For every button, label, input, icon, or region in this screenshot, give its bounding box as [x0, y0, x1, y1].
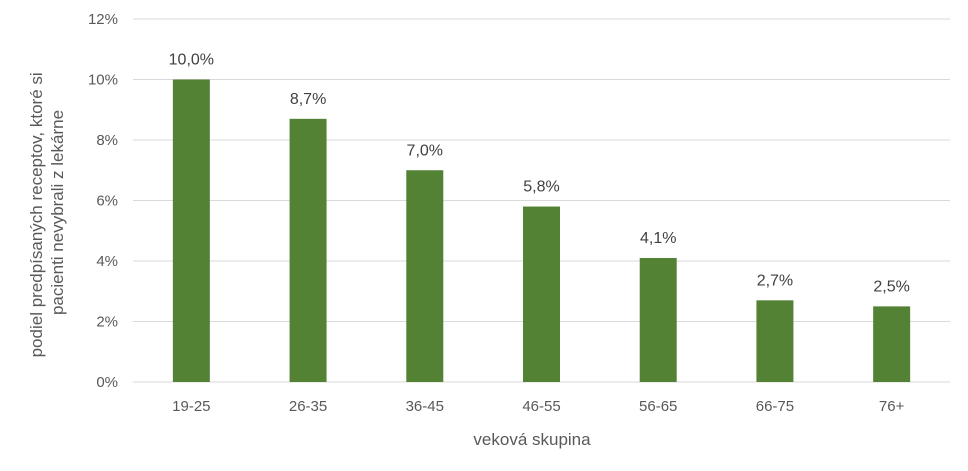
y-tick-label: 6% [96, 193, 118, 210]
y-axis-tick-labels: 0% 2% 4% 6% 8% 10% 12% [88, 11, 118, 391]
bar-19-25 [172, 79, 210, 382]
bars [172, 79, 911, 382]
x-tick-label: 26-35 [289, 398, 327, 415]
y-axis-title: podiel predpísaných receptov, ktoré si p… [27, 68, 67, 358]
x-tick-label: 56-65 [639, 398, 677, 415]
x-axis-tick-labels: 19-25 26-35 36-45 46-55 56-65 66-75 76+ [172, 398, 904, 415]
data-label: 4,1% [640, 230, 676, 247]
data-label: 10,0% [169, 52, 214, 69]
x-tick-label: 19-25 [172, 398, 210, 415]
x-tick-label: 36-45 [406, 398, 444, 415]
bar-26-35 [289, 118, 327, 382]
y-axis-title-line-1: podiel predpísaných receptov, ktoré si [27, 72, 46, 357]
x-tick-label: 66-75 [756, 398, 794, 415]
y-tick-label: 12% [88, 11, 118, 28]
y-tick-label: 0% [96, 374, 118, 391]
data-labels: 10,0% 8,7% 7,0% 5,8% 4,1% 2,7% 2,5% [169, 52, 910, 296]
data-label: 5,8% [523, 179, 559, 196]
y-tick-label: 2% [96, 314, 118, 331]
bar-76+ [873, 306, 911, 382]
data-label: 8,7% [290, 91, 326, 108]
x-tick-label: 46-55 [522, 398, 560, 415]
y-tick-label: 8% [96, 132, 118, 149]
x-axis-title: veková skupina [473, 430, 591, 449]
bar-66-75 [756, 300, 794, 382]
data-label: 2,7% [757, 272, 793, 289]
data-label: 2,5% [873, 278, 909, 295]
bar-46-55 [523, 206, 560, 382]
x-tick-label: 76+ [879, 398, 905, 415]
bar-36-45 [406, 170, 444, 382]
bar-56-65 [639, 257, 677, 382]
y-tick-label: 4% [96, 253, 118, 270]
y-axis-title-line-2: pacienti nevybrali z lekárne [48, 110, 67, 315]
data-label: 7,0% [407, 142, 443, 159]
y-tick-label: 10% [88, 72, 118, 89]
